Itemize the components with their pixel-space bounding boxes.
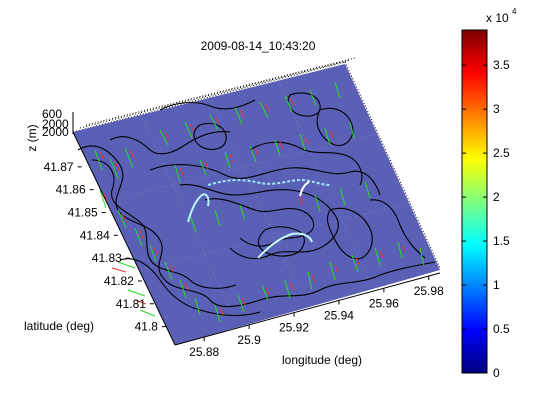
x-tick-label: 25.9: [237, 333, 261, 347]
y-tick-label: 41.8: [135, 320, 159, 334]
chart-title: 2009-08-14_10:43:20: [201, 39, 316, 53]
colorbar-tick-label: 0: [493, 366, 500, 380]
x-axis-label: longitude (deg): [282, 353, 362, 367]
y-tick-label: 41.83: [92, 251, 122, 265]
y-tick-label: 41.86: [56, 183, 86, 197]
z-tick-label: 600: [42, 107, 62, 121]
axes-box: [72, 131, 441, 346]
colorbar-tick-label: 1: [493, 278, 500, 292]
colorbar-tick-label: 3.5: [493, 58, 510, 72]
colorbar-multiplier: x 10: [486, 11, 509, 25]
z-axis-label: z (m): [25, 124, 39, 151]
colorbar-tick-label: 2.5: [493, 146, 510, 160]
x-tick-label: 25.92: [279, 321, 309, 335]
y-tick-label: 41.87: [44, 160, 74, 174]
z-tick-label: 2000: [42, 125, 69, 139]
colorbar-exponent: 4: [512, 7, 517, 16]
background-grid: [72, 57, 441, 341]
colorbar-tick-label: 1.5: [493, 234, 510, 248]
z-tick-label: 2000: [42, 117, 69, 131]
velocity-vectors: [94, 81, 425, 323]
flow-filament: [187, 178, 331, 259]
z-axis: 600 2000 2000 z (m): [25, 107, 74, 152]
colorbar-tick-label: 0.5: [493, 322, 510, 336]
x-tick-label: 25.96: [369, 296, 399, 310]
colorbar: x 10 4 0 0.5 1 1.5 2 2.5 3 3.5: [461, 7, 517, 380]
x-tick-label: 25.94: [324, 308, 354, 322]
y-axis: 41.8 41.81 41.82 41.83 41.84 41.85 41.86 41.87: [44, 160, 166, 334]
y-tick-label: 41.81: [116, 297, 146, 311]
surface-plane: [73, 64, 440, 345]
x-axis: 25.88 25.9 25.92 25.94 25.96 25.98: [189, 276, 444, 359]
contour-lines: [77, 92, 436, 317]
colorbar-tick-label: 3: [493, 102, 500, 116]
colorbar-gradient: [461, 29, 488, 374]
surface-grid: [106, 79, 411, 321]
y-axis-label: latitude (deg): [24, 319, 94, 333]
y-tick-label: 41.84: [80, 228, 110, 242]
y-tick-label: 41.85: [68, 205, 98, 219]
colorbar-tick-label: 2: [493, 190, 500, 204]
y-tick-label: 41.82: [104, 274, 134, 288]
x-tick-label: 25.98: [414, 284, 444, 298]
x-tick-label: 25.88: [189, 345, 219, 359]
